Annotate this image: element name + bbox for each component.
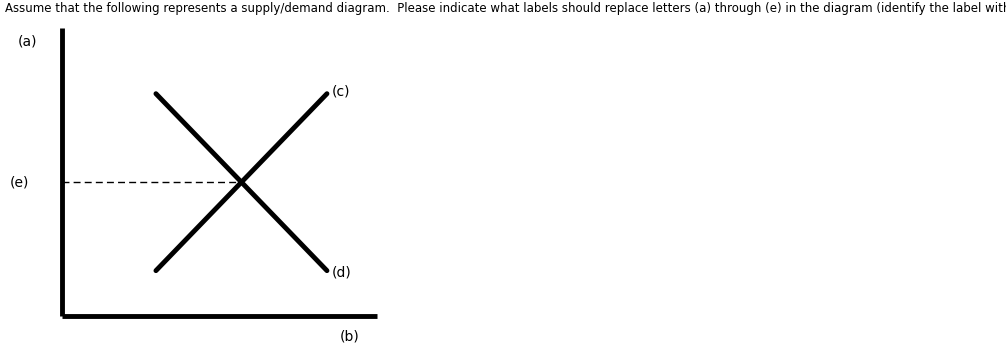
Text: (c): (c)	[332, 85, 350, 99]
Text: (a): (a)	[18, 35, 37, 49]
Text: Assume that the following represents a supply/demand diagram.  Please indicate w: Assume that the following represents a s…	[5, 2, 1006, 15]
Text: (b): (b)	[340, 330, 360, 344]
Text: (d): (d)	[332, 265, 352, 279]
Text: (e): (e)	[10, 175, 29, 189]
